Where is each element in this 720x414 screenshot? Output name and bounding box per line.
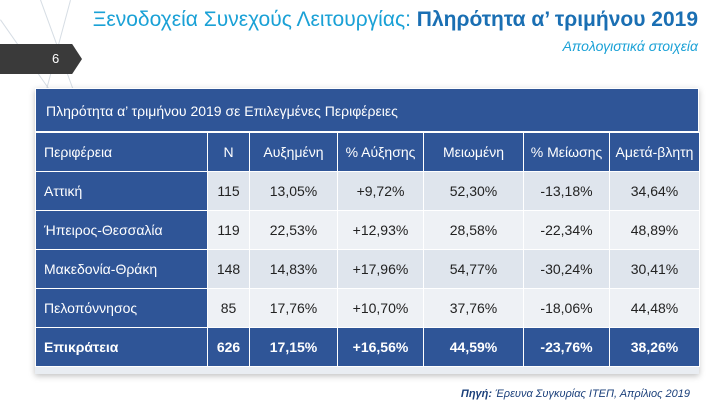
n-cell: 85 xyxy=(207,288,250,328)
n-cell: 119 xyxy=(207,210,250,250)
increased-cell: 17,15% xyxy=(249,327,338,367)
unchanged-cell: 48,89% xyxy=(609,210,700,250)
header-row: Περιφέρεια Ν Αυξημένη % Αύξησης Μειωμένη… xyxy=(35,132,700,172)
increased-cell: 14,83% xyxy=(249,249,338,289)
page-number: 6 xyxy=(0,44,82,74)
page-title: Ξενοδοχεία Συνεχούς Λειτουργίας: Πληρότη… xyxy=(93,8,698,32)
region-cell: Πελοπόννησος xyxy=(35,288,208,328)
unchanged-cell: 34,64% xyxy=(609,171,700,211)
pct-decrease-cell: -22,34% xyxy=(523,210,610,250)
pct-increase-cell: +9,72% xyxy=(337,171,424,211)
page-subtitle: Απολογιστικά στοιχεία xyxy=(562,38,698,54)
decreased-cell: 52,30% xyxy=(423,171,524,211)
table-row: Αττική 115 13,05% +9,72% 52,30% -13,18% … xyxy=(35,171,700,211)
source-note: Πηγή: Έρευνα Συγκυρίας ΙΤΕΠ, Απρίλιος 20… xyxy=(461,388,690,400)
column-header: % Μείωσης xyxy=(523,132,610,172)
title-bold: Πληρότητα α’ τριμήνου 2019 xyxy=(416,8,698,31)
unchanged-cell: 44,48% xyxy=(609,288,700,328)
region-cell: Αττική xyxy=(35,171,208,211)
table-title: Πληρότητα α’ τριμήνου 2019 σε Επιλεγμένε… xyxy=(35,88,699,132)
region-cell: Ήπειρος-Θεσσαλία xyxy=(35,210,208,250)
increased-cell: 13,05% xyxy=(249,171,338,211)
decreased-cell: 44,59% xyxy=(423,327,524,367)
column-header: Μειωμένη xyxy=(423,132,524,172)
n-cell: 626 xyxy=(207,327,250,367)
region-cell: Μακεδονία-Θράκη xyxy=(35,249,208,289)
column-header: Ν xyxy=(207,132,250,172)
pct-increase-cell: +10,70% xyxy=(337,288,424,328)
pct-decrease-cell: -30,24% xyxy=(523,249,610,289)
pct-increase-cell: +12,93% xyxy=(337,210,424,250)
table-row: Ήπειρος-Θεσσαλία 119 22,53% +12,93% 28,5… xyxy=(35,210,700,250)
unchanged-cell: 38,26% xyxy=(609,327,700,367)
pct-decrease-cell: -13,18% xyxy=(523,171,610,211)
pct-increase-cell: +17,96% xyxy=(337,249,424,289)
column-header: Αυξημένη xyxy=(249,132,338,172)
pct-decrease-cell: -23,76% xyxy=(523,327,610,367)
n-cell: 115 xyxy=(207,171,250,211)
title-main: Ξενοδοχεία Συνεχούς Λειτουργίας: xyxy=(92,8,411,31)
occupancy-table: Πληρότητα α’ τριμήνου 2019 σε Επιλεγμένε… xyxy=(35,88,700,374)
n-cell: 148 xyxy=(207,249,250,289)
decreased-cell: 37,76% xyxy=(423,288,524,328)
column-header: Περιφέρεια xyxy=(35,132,208,172)
table-row: Μακεδονία-Θράκη 148 14,83% +17,96% 54,77… xyxy=(35,249,700,289)
source-label: Πηγή: xyxy=(460,388,493,400)
increased-cell: 22,53% xyxy=(249,210,338,250)
data-table: Περιφέρεια Ν Αυξημένη % Αύξησης Μειωμένη… xyxy=(35,132,700,367)
region-cell: Επικράτεια xyxy=(35,327,208,367)
total-row: Επικράτεια 626 17,15% +16,56% 44,59% -23… xyxy=(35,327,700,367)
pct-increase-cell: +16,56% xyxy=(337,327,424,367)
source-text: Έρευνα Συγκυρίας ΙΤΕΠ, Απρίλιος 2019 xyxy=(495,388,690,400)
pct-decrease-cell: -18,06% xyxy=(523,288,610,328)
decreased-cell: 54,77% xyxy=(423,249,524,289)
column-header: Αμετά-βλητη xyxy=(609,132,700,172)
unchanged-cell: 30,41% xyxy=(609,249,700,289)
table-row: Πελοπόννησος 85 17,76% +10,70% 37,76% -1… xyxy=(35,288,700,328)
increased-cell: 17,76% xyxy=(249,288,338,328)
column-header: % Αύξησης xyxy=(337,132,424,172)
decreased-cell: 28,58% xyxy=(423,210,524,250)
